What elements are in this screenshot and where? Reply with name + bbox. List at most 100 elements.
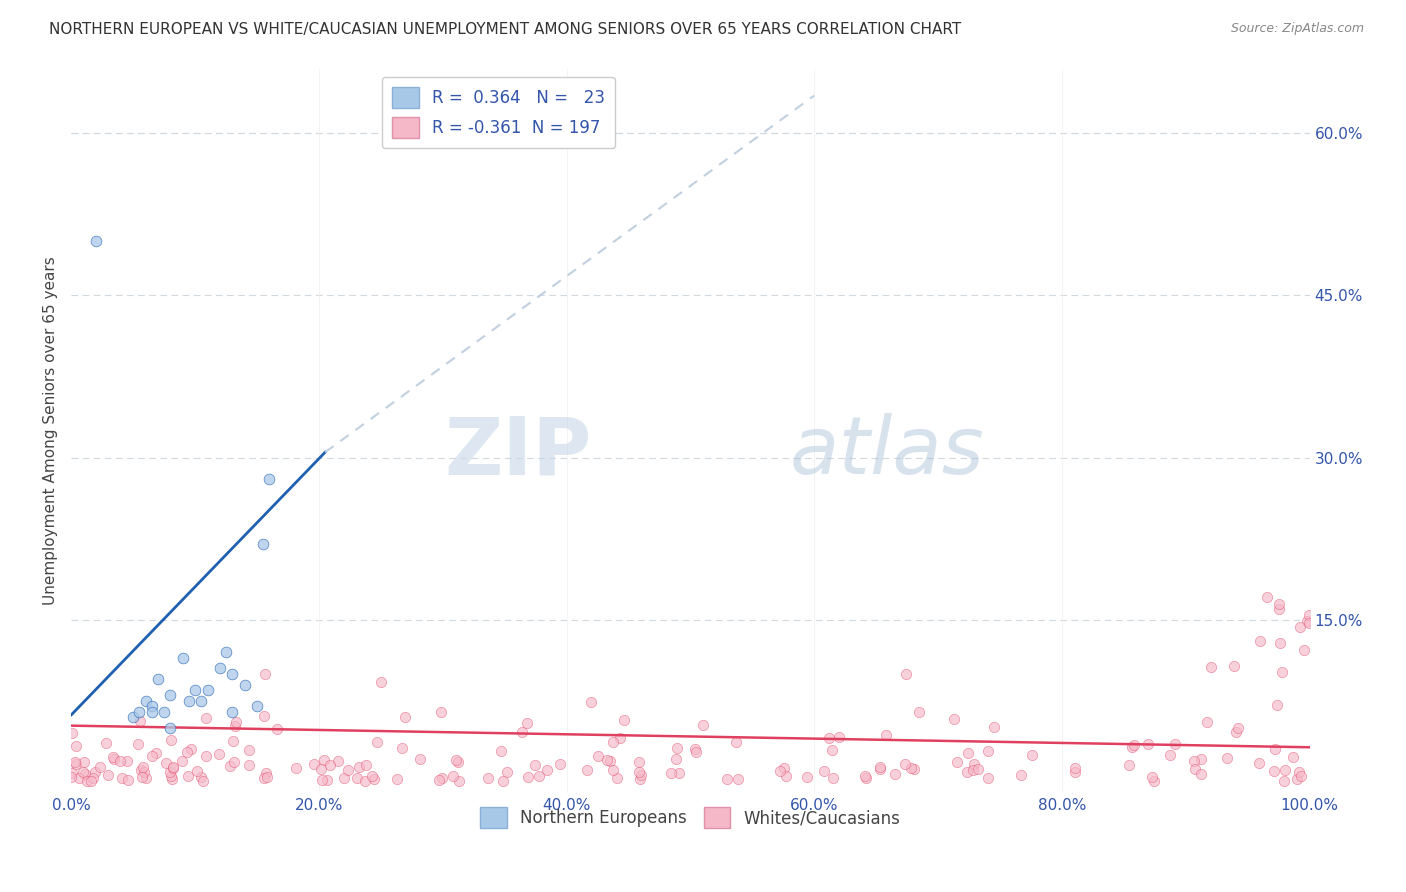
Point (1136, 737, 1159, 751)
Point (354, 758, 377, 772)
Point (1274, 773, 1296, 788)
Point (256, 770, 278, 784)
Point (492, 773, 515, 788)
Point (1011, 768, 1033, 782)
Point (128, 705, 150, 719)
Point (129, 714, 152, 728)
Point (977, 744, 1000, 758)
Point (314, 753, 336, 767)
Point (145, 747, 167, 761)
Point (159, 764, 181, 779)
Point (946, 755, 969, 769)
Point (190, 694, 212, 708)
Point (316, 773, 339, 788)
Point (1064, 764, 1087, 779)
Point (309, 762, 332, 776)
Point (606, 771, 628, 785)
Point (1298, 608, 1320, 623)
Point (132, 760, 155, 774)
Point (1265, 698, 1288, 712)
Point (602, 734, 624, 748)
Point (177, 694, 200, 708)
Point (1140, 770, 1163, 784)
Point (796, 770, 818, 784)
Point (1223, 658, 1246, 673)
Point (337, 763, 360, 777)
Point (94, 736, 117, 750)
Point (177, 768, 200, 782)
Point (1199, 660, 1222, 674)
Point (129, 764, 152, 778)
Point (599, 754, 621, 768)
Point (668, 765, 690, 780)
Point (238, 743, 260, 757)
Point (983, 720, 1005, 734)
Point (775, 769, 797, 783)
Point (524, 758, 547, 772)
Point (823, 771, 845, 785)
Point (333, 771, 356, 785)
Point (430, 706, 453, 720)
Point (160, 772, 183, 786)
Point (221, 705, 243, 719)
Point (153, 705, 176, 719)
Point (254, 666, 277, 681)
Point (159, 721, 181, 735)
Point (1226, 721, 1249, 735)
Point (108, 754, 131, 768)
Point (285, 761, 308, 775)
Point (141, 748, 163, 763)
Point (326, 754, 349, 768)
Point (575, 763, 598, 777)
Point (903, 762, 925, 776)
Point (1191, 752, 1213, 766)
Point (253, 708, 276, 723)
Point (1289, 619, 1312, 633)
Point (117, 773, 139, 788)
Point (65, 756, 87, 771)
Point (191, 773, 214, 788)
Point (82, 771, 104, 785)
Point (159, 732, 181, 747)
Point (966, 763, 988, 777)
Point (595, 753, 617, 767)
Point (72, 764, 94, 779)
Point (725, 735, 748, 749)
Point (387, 772, 409, 786)
Point (190, 770, 212, 784)
Point (207, 747, 229, 761)
Point (311, 772, 333, 787)
Point (409, 752, 432, 766)
Point (1256, 590, 1278, 604)
Point (159, 770, 181, 784)
Point (869, 762, 891, 776)
Point (208, 661, 231, 675)
Point (444, 753, 467, 767)
Point (1274, 763, 1296, 777)
Text: atlas: atlas (790, 413, 984, 491)
Point (1249, 634, 1271, 648)
Point (875, 728, 897, 742)
Point (1247, 756, 1270, 771)
Point (1118, 758, 1140, 772)
Text: Source: ZipAtlas.com: Source: ZipAtlas.com (1230, 22, 1364, 36)
Point (628, 772, 651, 786)
Point (184, 683, 207, 698)
Point (162, 759, 184, 773)
Point (962, 763, 984, 777)
Point (172, 650, 194, 665)
Point (60, 770, 83, 784)
Point (430, 771, 453, 785)
Point (613, 713, 636, 727)
Point (253, 771, 276, 785)
Point (80, 773, 103, 788)
Point (813, 764, 835, 778)
Point (517, 770, 540, 784)
Point (1189, 767, 1212, 781)
Point (884, 766, 907, 780)
Point (304, 757, 326, 772)
Point (84, 235, 107, 249)
Point (510, 725, 533, 739)
Point (516, 716, 538, 731)
Point (221, 666, 243, 681)
